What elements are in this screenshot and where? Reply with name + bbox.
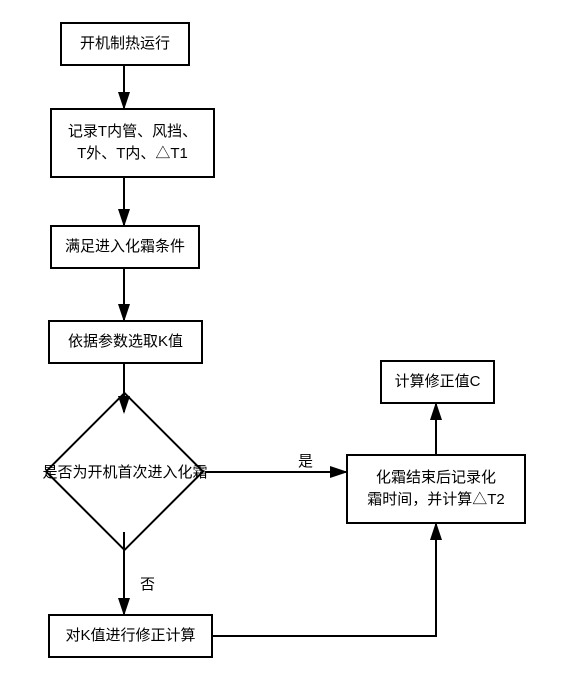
node-label: 满足进入化霜条件 (65, 236, 185, 259)
node-label: 记录T内管、风挡、T外、T内、△T1 (68, 121, 197, 166)
node-correct-k: 对K值进行修正计算 (48, 614, 213, 658)
node-start: 开机制热运行 (60, 22, 190, 66)
node-calc-c: 计算修正值C (380, 360, 495, 404)
node-label: 是否为开机首次进入化霜 (42, 462, 207, 483)
node-condition-met: 满足进入化霜条件 (50, 225, 200, 269)
node-label: 依据参数选取K值 (68, 331, 183, 354)
node-select-k: 依据参数选取K值 (48, 320, 203, 364)
edge-label-no: 否 (140, 573, 155, 594)
edge-label-yes: 是 (298, 450, 313, 471)
node-record-defrost: 化霜结束后记录化霜时间，并计算△T2 (346, 454, 526, 524)
node-label: 对K值进行修正计算 (65, 625, 195, 648)
node-decision-label: 是否为开机首次进入化霜 (20, 450, 230, 494)
node-label: 化霜结束后记录化霜时间，并计算△T2 (367, 467, 505, 512)
edge (213, 524, 436, 636)
node-record: 记录T内管、风挡、T外、T内、△T1 (50, 108, 215, 178)
node-label: 计算修正值C (395, 371, 481, 394)
node-label: 开机制热运行 (80, 33, 170, 56)
